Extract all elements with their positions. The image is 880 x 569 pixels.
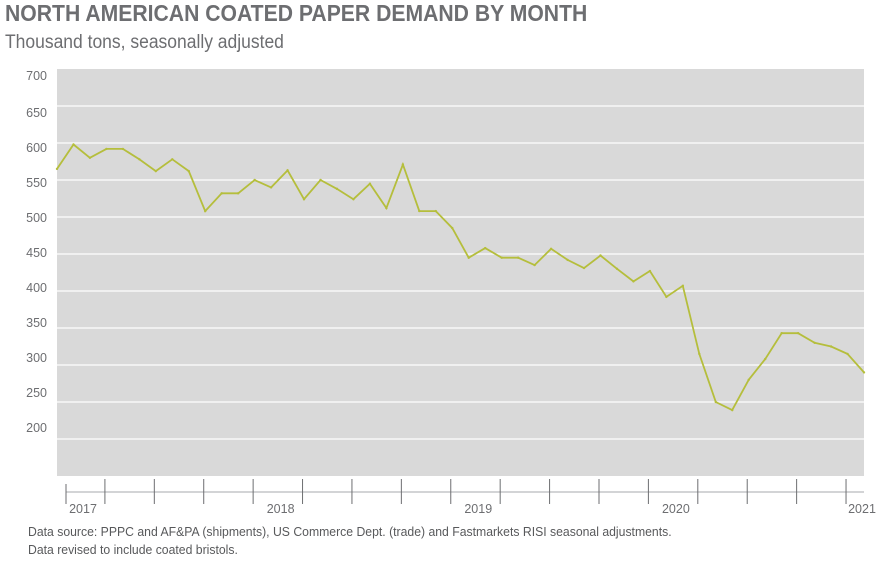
- data-point: [187, 169, 190, 173]
- data-point: [846, 352, 849, 356]
- y-tick-label: 300: [26, 351, 47, 365]
- data-point: [829, 345, 833, 348]
- data-point: [352, 198, 355, 201]
- data-point: [401, 163, 405, 166]
- data-point: [418, 209, 421, 213]
- data-point: [763, 357, 767, 361]
- data-point: [269, 186, 273, 189]
- data-point: [796, 331, 800, 335]
- plot-area: [57, 69, 864, 476]
- y-tick-label: 700: [26, 69, 47, 83]
- data-point: [599, 254, 602, 257]
- data-point: [566, 258, 569, 262]
- y-tick-label: 200: [26, 421, 47, 435]
- data-point: [302, 198, 306, 201]
- data-point: [582, 266, 586, 270]
- y-tick-label: 500: [26, 211, 47, 225]
- data-point: [549, 247, 553, 251]
- data-point: [698, 352, 701, 356]
- y-tick-label: 250: [26, 386, 47, 400]
- data-point: [632, 280, 635, 283]
- y-tick-label: 650: [26, 106, 47, 120]
- data-point: [615, 267, 619, 270]
- y-tick-label: 400: [26, 281, 47, 295]
- x-tick-label: 2017: [69, 502, 97, 516]
- data-point: [88, 156, 92, 159]
- line-chart: 200 250 300 350 400 450 500 550 600 650 700 2017 201…: [26, 69, 876, 516]
- data-point: [665, 295, 668, 299]
- data-point: [484, 246, 487, 250]
- data-point: [862, 371, 866, 374]
- data-point: [813, 341, 816, 344]
- data-point: [286, 169, 289, 172]
- data-revision-note: Data revised to include coated bristols.: [28, 542, 238, 557]
- data-point: [731, 408, 734, 412]
- data-point: [138, 158, 141, 161]
- x-tick-label: 2018: [267, 502, 295, 516]
- x-tick-label: 2021: [848, 502, 876, 516]
- data-point: [204, 209, 207, 213]
- data-point: [434, 209, 437, 213]
- y-tick-label: 450: [26, 246, 47, 260]
- x-tick-label: 2020: [662, 502, 690, 516]
- data-point: [500, 256, 503, 259]
- data-point: [154, 169, 158, 173]
- data-point: [533, 263, 536, 267]
- data-point: [451, 226, 454, 230]
- data-point: [253, 178, 256, 182]
- data-point: [121, 147, 125, 151]
- data-point: [747, 378, 750, 381]
- chart-subtitle: Thousand tons, seasonally adjusted: [5, 32, 284, 53]
- data-point: [467, 256, 470, 259]
- data-source-note: Data source: PPPC and AF&PA (shipments),…: [28, 524, 672, 539]
- y-tick-label: 550: [26, 176, 47, 190]
- y-tick-label: 600: [26, 141, 47, 155]
- data-point: [319, 178, 322, 182]
- data-point: [105, 147, 108, 151]
- demand-series-line: [56, 143, 865, 412]
- data-point: [681, 284, 685, 288]
- data-point: [335, 187, 339, 191]
- x-tick-label: 2019: [464, 502, 492, 516]
- data-point: [368, 182, 372, 185]
- data-point: [55, 167, 59, 171]
- data-point: [516, 256, 520, 259]
- y-tick-label: 350: [26, 316, 47, 330]
- data-point: [714, 400, 717, 404]
- data-point: [171, 158, 174, 161]
- data-point: [780, 331, 783, 335]
- chart-title: NORTH AMERICAN COATED PAPER DEMAND BY MO…: [5, 0, 588, 26]
- data-point: [72, 143, 75, 146]
- data-point: [236, 192, 240, 195]
- data-point: [385, 206, 388, 210]
- data-point: [648, 269, 652, 273]
- data-point: [220, 192, 223, 195]
